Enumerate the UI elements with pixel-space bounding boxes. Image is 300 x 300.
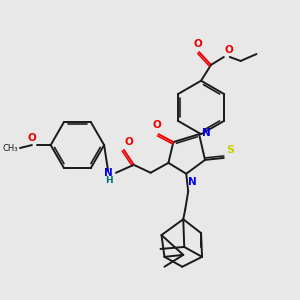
Text: CH₃: CH₃ — [2, 143, 18, 152]
Text: N: N — [188, 177, 197, 187]
Text: S: S — [226, 145, 234, 155]
Text: O: O — [125, 137, 134, 147]
Text: N: N — [104, 168, 113, 178]
Text: O: O — [152, 120, 161, 130]
Text: O: O — [27, 133, 36, 143]
Text: O: O — [194, 39, 203, 49]
Text: N: N — [202, 128, 211, 138]
Text: H: H — [105, 176, 113, 185]
Text: O: O — [225, 45, 234, 55]
